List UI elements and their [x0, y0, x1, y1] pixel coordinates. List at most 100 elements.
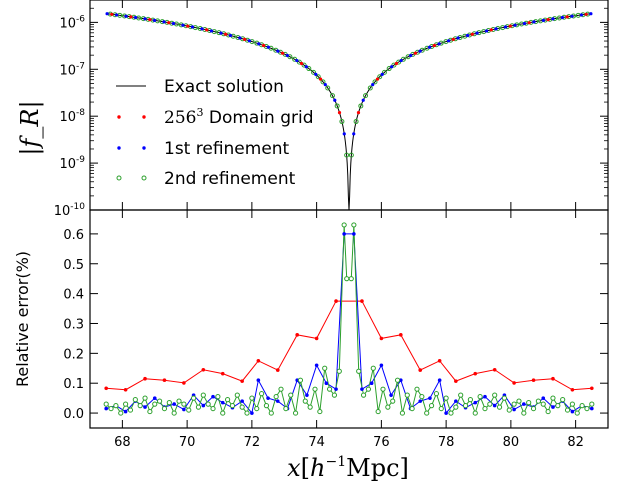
- legend-first-dot-2: [142, 146, 146, 150]
- domain-grid-point: [129, 15, 133, 19]
- first-refinement-point: [181, 23, 185, 27]
- second-refinement-error-point: [302, 398, 308, 404]
- first-refinement-error-point: [342, 232, 346, 236]
- first-refinement-point: [532, 20, 536, 24]
- first-refinement-point: [437, 42, 441, 46]
- first-refinement-error-point: [104, 406, 108, 411]
- domain-grid-error-point: [551, 376, 555, 381]
- domain-grid-error-point: [492, 367, 497, 372]
- first-refinement-error-point: [551, 405, 555, 409]
- first-refinement-error-point: [172, 402, 176, 406]
- second-refinement-error-point: [132, 397, 138, 403]
- domain-grid-point: [451, 37, 455, 41]
- second-refinement-error-point: [467, 397, 474, 403]
- second-refinement-error-point: [433, 391, 440, 397]
- second-refinement-error-point: [409, 405, 415, 412]
- first-refinement-point: [314, 72, 318, 76]
- bottom-xtick-label-2: 72: [244, 435, 261, 450]
- second-refinement-error-point: [118, 410, 124, 416]
- first-refinement-error-point: [379, 363, 384, 368]
- first-refinement-error-point: [152, 396, 157, 400]
- domain-grid-point: [337, 111, 342, 115]
- second-refinement-error-point: [157, 398, 163, 404]
- second-refinement-error-point: [501, 395, 507, 401]
- second-refinement-point: [325, 85, 331, 91]
- second-refinement-error-point: [283, 405, 289, 412]
- second-refinement-error-point: [108, 405, 114, 412]
- second-refinement-error-point: [344, 276, 350, 282]
- first-refinement-error-point: [418, 399, 423, 403]
- second-refinement-error-point: [380, 386, 386, 392]
- exact-solution-left: [106, 13, 350, 211]
- second-refinement-error-point: [414, 386, 420, 392]
- domain-grid-point: [413, 51, 417, 55]
- domain-grid-error-point: [418, 368, 423, 372]
- second-refinement-error-point: [268, 410, 274, 416]
- svg-text:Relative error(%): Relative error(%): [13, 251, 32, 387]
- first-refinement-point: [295, 58, 299, 63]
- first-refinement-point: [475, 31, 479, 35]
- svg-text:|f_R|: |f_R|: [16, 100, 45, 155]
- domain-grid-point: [489, 28, 493, 32]
- domain-grid-error-point: [531, 378, 536, 383]
- first-refinement-point: [247, 39, 251, 43]
- first-refinement-error-point: [266, 396, 270, 400]
- first-refinement-point: [342, 132, 346, 136]
- first-refinement-point: [228, 33, 233, 38]
- top-ytick-label-4: 10-6: [59, 14, 85, 31]
- second-refinement-error-point: [394, 377, 401, 383]
- first-refinement-error-point: [250, 411, 254, 415]
- second-refinement-point: [358, 103, 364, 109]
- first-refinement-error-point: [492, 403, 497, 408]
- second-refinement-error-point: [404, 392, 410, 398]
- first-refinement-error-point: [143, 405, 147, 409]
- second-refinement-error-point: [137, 403, 143, 409]
- second-refinement-error-point: [326, 386, 333, 392]
- second-refinement-point: [377, 74, 383, 80]
- bottom-xtick-label-3: 74: [308, 435, 325, 450]
- second-refinement-error-point: [438, 405, 444, 412]
- exact-solution-right: [348, 13, 592, 211]
- second-refinement-point: [381, 69, 387, 75]
- second-refinement-error-point: [428, 403, 435, 409]
- domain-grid-error-point: [182, 381, 186, 385]
- second-refinement-error-point: [113, 403, 119, 409]
- first-refinement-point: [352, 132, 356, 136]
- second-refinement-error-point: [103, 401, 109, 407]
- second-refinement-error-point: [348, 276, 354, 282]
- second-refinement-error-point: [215, 394, 221, 400]
- legend-second-dot-2: [141, 175, 147, 181]
- second-refinement-error-point: [579, 403, 585, 409]
- second-refinement-error-point: [482, 405, 488, 412]
- bottom-xtick-label-5: 78: [438, 435, 455, 450]
- bottom-series-layer: [105, 224, 593, 415]
- second-refinement-error-point: [496, 404, 503, 410]
- top-panel: 10-10 10-9 10-8 10-7 10-6 Exact solution 256…: [16, 0, 609, 219]
- first-refinement-point: [304, 65, 308, 69]
- first-refinement-point: [513, 23, 517, 27]
- first-refinement-point: [399, 58, 403, 63]
- domain-grid-point: [224, 32, 228, 36]
- second-refinement-error-point: [589, 401, 595, 407]
- first-refinement-error-point: [324, 381, 329, 386]
- first-refinement-point: [276, 49, 280, 53]
- second-refinement-error-point: [545, 408, 551, 415]
- legend-domain-dot-1: [117, 115, 121, 119]
- second-refinement-error-point: [356, 368, 362, 374]
- domain-grid-point: [356, 111, 361, 115]
- bottom-xtick-label-4: 76: [373, 435, 390, 450]
- first-refinement-error-point: [334, 387, 338, 391]
- domain-grid-error-point: [314, 336, 319, 341]
- second-refinement-error-point: [351, 222, 357, 228]
- top-series-layer: [106, 13, 592, 211]
- first-refinement-point: [371, 83, 375, 87]
- domain-grid-error-point: [473, 371, 478, 376]
- first-refinement-error-point: [483, 394, 487, 399]
- first-refinement-point: [162, 20, 166, 24]
- second-refinement-error-point: [142, 395, 148, 401]
- first-refinement-point: [380, 72, 384, 76]
- first-refinement-point: [541, 18, 546, 22]
- second-refinement-error-point: [224, 397, 231, 403]
- top-ytick-label-1: 10-9: [59, 155, 85, 172]
